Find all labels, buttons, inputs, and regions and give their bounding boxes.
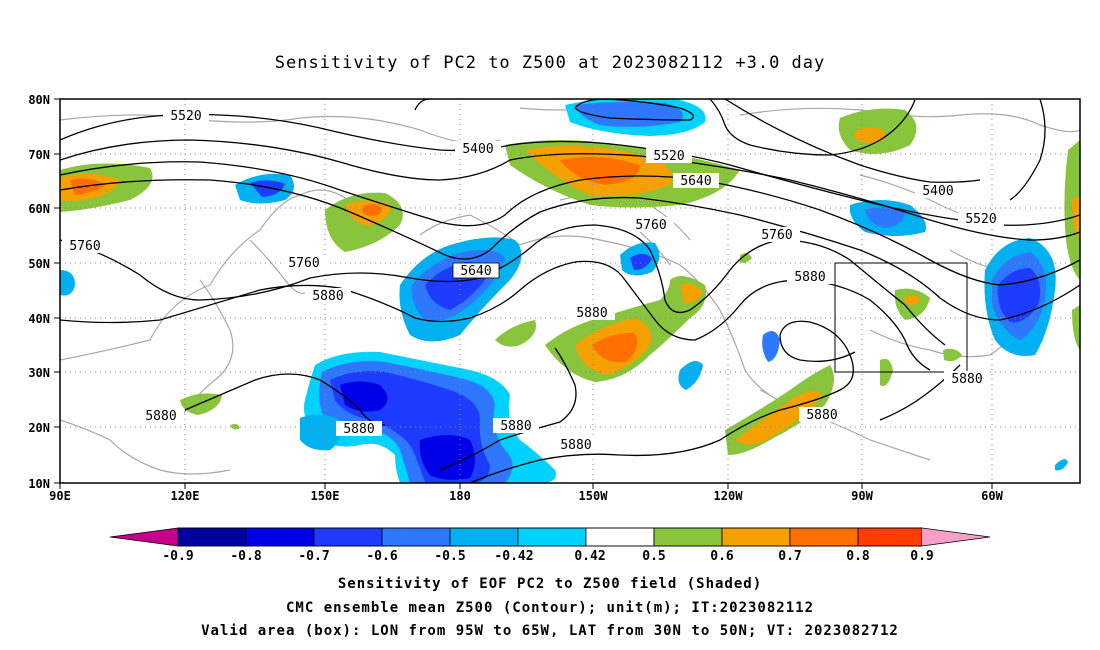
- svg-text:5880: 5880: [806, 408, 837, 423]
- contour-label: 5880: [787, 269, 833, 285]
- svg-text:5880: 5880: [145, 409, 176, 424]
- contour-label: 5400: [455, 141, 501, 157]
- contour-label: 5760: [754, 227, 800, 243]
- colorbar-left-arrow: [110, 528, 178, 546]
- colorbar-segment: [721, 527, 791, 547]
- contour-label: 5880: [138, 408, 184, 424]
- lat-label: 50N: [28, 257, 50, 271]
- contour-label: 5880: [799, 407, 845, 423]
- colorbar-label: -0.42: [494, 549, 533, 564]
- lon-label: 120W: [714, 489, 744, 503]
- svg-text:5760: 5760: [288, 256, 319, 271]
- svg-text:5880: 5880: [343, 422, 374, 437]
- lon-label: 90E: [49, 489, 71, 503]
- svg-text:5880: 5880: [500, 419, 531, 434]
- lat-label: 10N: [28, 477, 50, 491]
- lat-label: 40N: [28, 312, 50, 326]
- svg-text:5520: 5520: [653, 149, 684, 164]
- lat-label: 60N: [28, 202, 50, 216]
- svg-text:5520: 5520: [965, 212, 996, 227]
- colorbar-label: -0.6: [366, 549, 397, 564]
- colorbar-label: 0.9: [910, 549, 933, 564]
- contour-labels: 5520 5400 5520 5640 5400 5520 5760 5760 …: [62, 108, 1004, 453]
- colorbar-label: -0.8: [230, 549, 261, 564]
- valid-area-box: [834, 262, 968, 373]
- colorbar-label: -0.9: [162, 549, 193, 564]
- contour-label: 5880: [336, 421, 382, 437]
- svg-text:5640: 5640: [460, 264, 491, 279]
- colorbar-segment: [449, 527, 519, 547]
- colorbar-labels: -0.9 -0.8 -0.7 -0.6 -0.5 -0.42 0.42 0.5 …: [162, 549, 933, 564]
- contour-label: 5760: [62, 238, 108, 254]
- footer-caption: Sensitivity of EOF PC2 to Z500 field (Sh…: [201, 576, 899, 639]
- lat-label: 70N: [28, 148, 50, 162]
- lat-label: 80N: [28, 93, 50, 107]
- contour-label: 5880: [493, 418, 539, 434]
- svg-text:5880: 5880: [794, 270, 825, 285]
- colorbar-segment: [517, 527, 587, 547]
- contour-label: 5520: [646, 148, 692, 164]
- contour-label: 5880: [569, 305, 615, 321]
- svg-text:5880: 5880: [560, 438, 591, 453]
- svg-text:5760: 5760: [761, 228, 792, 243]
- map-plot-area: [60, 99, 1080, 483]
- lat-label: 30N: [28, 366, 50, 380]
- svg-text:5640: 5640: [680, 174, 711, 189]
- colorbar-segment: [789, 527, 859, 547]
- lon-label: 180: [449, 489, 471, 503]
- lon-label: 120E: [171, 489, 200, 503]
- colorbar-label: -0.7: [298, 549, 329, 564]
- lon-label: 150E: [311, 489, 340, 503]
- lat-label: 20N: [28, 421, 50, 435]
- svg-text:5760: 5760: [69, 239, 100, 254]
- svg-text:5760: 5760: [635, 218, 666, 233]
- colorbar-segment: [653, 527, 723, 547]
- svg-text:5520: 5520: [170, 109, 201, 124]
- colorbar-label: -0.5: [434, 549, 465, 564]
- svg-text:5880: 5880: [576, 306, 607, 321]
- colorbar-segment: [381, 527, 451, 547]
- colorbar: [109, 527, 991, 547]
- contour-label: 5880: [305, 288, 351, 304]
- colorbar-label: 0.5: [642, 549, 665, 564]
- svg-text:5880: 5880: [951, 372, 982, 387]
- colorbar-segment: [857, 527, 923, 547]
- contour-label: 5640: [673, 173, 719, 189]
- contour-label: 5400: [915, 183, 961, 199]
- svg-text:5880: 5880: [312, 289, 343, 304]
- footer-line: Valid area (box): LON from 95W to 65W, L…: [201, 623, 899, 639]
- colorbar-label: 0.8: [846, 549, 870, 564]
- colorbar-segment: [313, 527, 383, 547]
- lon-label: 150W: [579, 489, 609, 503]
- svg-text:5400: 5400: [922, 184, 953, 199]
- axis-ticks: [54, 98, 993, 489]
- svg-text:5400: 5400: [462, 142, 493, 157]
- colorbar-label: 0.6: [710, 549, 734, 564]
- map-title: Sensitivity of PC2 to Z500 at 2023082112…: [275, 53, 826, 73]
- colorbar-right-arrow: [922, 528, 990, 546]
- colorbar-segment: [245, 527, 315, 547]
- footer-line: CMC ensemble mean Z500 (Contour); unit(m…: [286, 600, 814, 616]
- colorbar-label: 0.7: [778, 549, 801, 564]
- map-frame: [59, 98, 1081, 484]
- contour-label: 5760: [628, 217, 674, 233]
- footer-line: Sensitivity of EOF PC2 to Z500 field (Sh…: [338, 576, 762, 592]
- contour-label: 5880: [553, 437, 599, 453]
- contour-label: 5640: [452, 262, 500, 279]
- contour-label: 5520: [958, 211, 1004, 227]
- colorbar-segment: [177, 527, 247, 547]
- lon-label: 90W: [851, 489, 873, 503]
- latitude-labels: 80N 70N 60N 50N 40N 30N 20N 10N: [28, 93, 50, 491]
- contour-label: 5880: [944, 371, 990, 387]
- colorbar-label: 0.42: [574, 549, 605, 564]
- contour-label: 5760: [281, 255, 327, 271]
- lon-label: 60W: [981, 489, 1003, 503]
- contour-label: 5520: [163, 108, 209, 124]
- longitude-labels: 90E 120E 150E 180 150W 120W 90W 60W: [49, 489, 1003, 503]
- colorbar-segment: [585, 527, 655, 547]
